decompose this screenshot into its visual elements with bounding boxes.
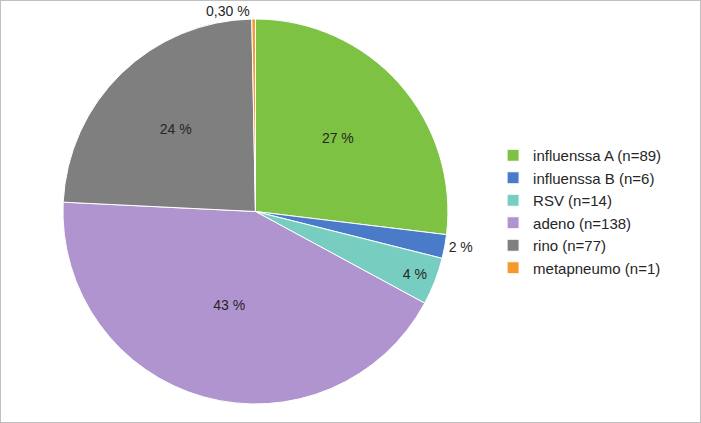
svg-text:2 %: 2 % [449, 239, 473, 255]
svg-text:24 %: 24 % [160, 121, 192, 137]
svg-text:27 %: 27 % [322, 130, 354, 146]
svg-text:RSV (n=14): RSV (n=14) [533, 192, 612, 209]
svg-text:influenssa A (n=89): influenssa A (n=89) [533, 147, 661, 164]
svg-text:metapneumo (n=1): metapneumo (n=1) [533, 260, 660, 277]
svg-text:adeno (n=138): adeno (n=138) [533, 215, 631, 232]
svg-text:influenssa B (n=6): influenssa B (n=6) [533, 170, 654, 187]
svg-text:43 %: 43 % [213, 297, 245, 313]
svg-text:rino (n=77): rino (n=77) [533, 237, 606, 254]
svg-text:4 %: 4 % [403, 266, 427, 282]
svg-text:0,30 %: 0,30 % [206, 3, 250, 19]
